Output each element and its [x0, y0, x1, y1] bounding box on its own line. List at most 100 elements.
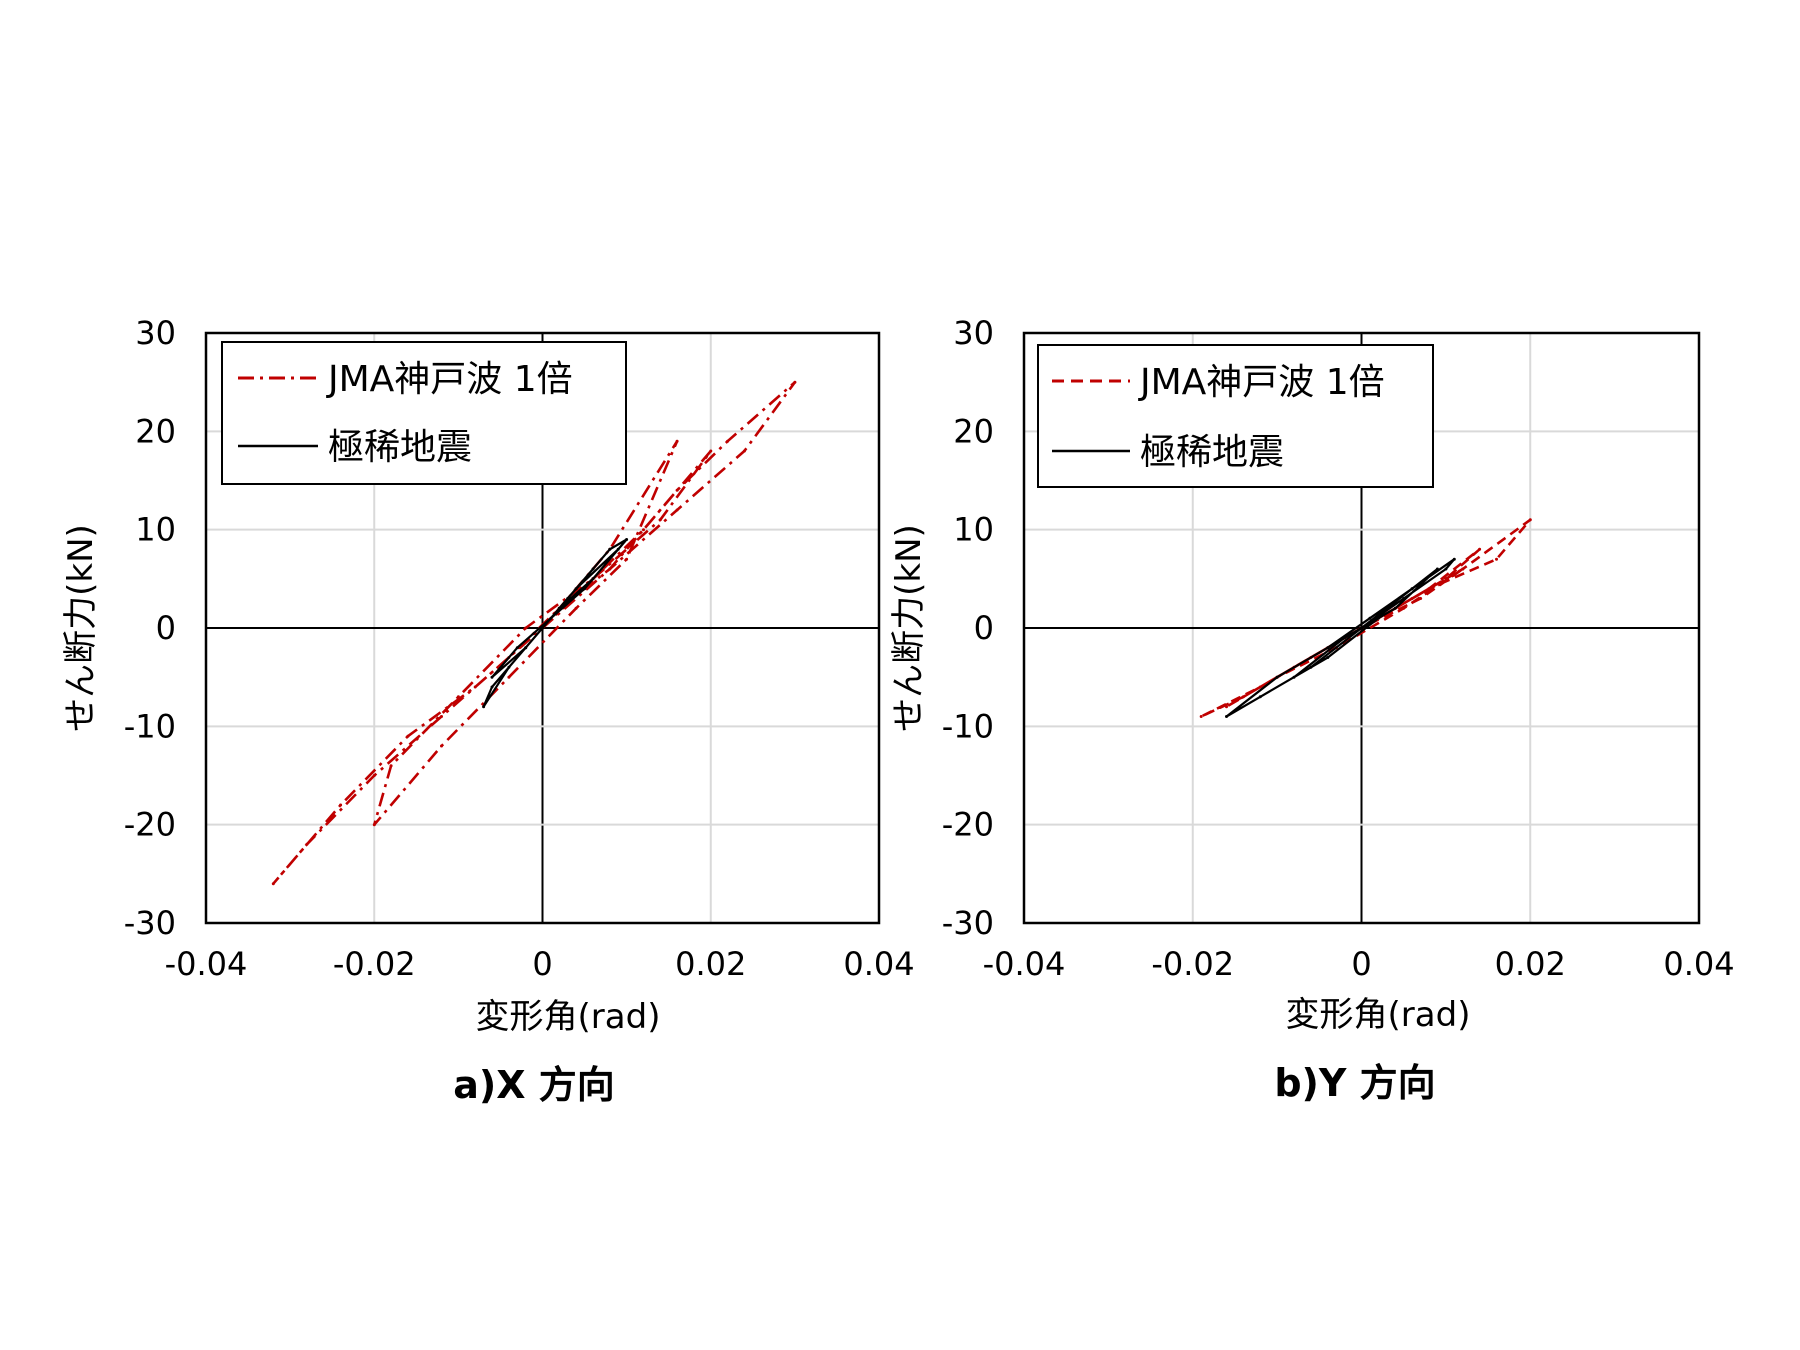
chart-b-series-rare-point	[1275, 675, 1279, 679]
chart-b-series-rare-point	[1258, 695, 1262, 699]
chart-a-series-kobe-point	[742, 449, 746, 453]
chart-a-series-kobe-point	[406, 734, 410, 738]
chart-b-legend-label-kobe: JMA神戸波 1倍	[1138, 362, 1385, 403]
chart-b-y-axis-title: せん断力(kN)	[889, 524, 929, 732]
chart-a-y-tick-label: -30	[124, 904, 176, 942]
chart-a-series-kobe-point	[675, 439, 679, 443]
chart-b-legend: JMA神戸波 1倍 極稀地震	[1037, 344, 1434, 488]
chart-a-legend-label-rare: 極稀地震	[328, 427, 472, 468]
chart-b-series-rare-point	[1435, 567, 1439, 571]
chart-a-y-tick-label: 30	[135, 314, 176, 352]
chart-b-caption: b)Y 方向	[1274, 1061, 1435, 1105]
chart-b-y-tick-label: 0	[974, 609, 994, 647]
chart-a-series-rare-point	[507, 665, 511, 669]
chart-a-caption: a)X 方向	[453, 1063, 615, 1107]
chart-b-y-tick-label: 20	[953, 412, 994, 450]
chart-a-series-kobe-point	[389, 764, 393, 768]
chart-a-y-tick-label: -20	[124, 806, 176, 844]
chart-b-y-tick-labels: 30 20 10 0 -10 -20 -30	[942, 314, 994, 942]
chart-a-series-kobe-line	[271, 380, 797, 886]
chart-a-series-kobe-point	[440, 715, 443, 718]
chart-b-plot	[1199, 518, 1532, 718]
chart-a-series-rare-point	[591, 577, 595, 581]
chart-b-series-rare-point	[1343, 636, 1347, 640]
chart-a-series-rare-point	[541, 626, 544, 630]
chart-a-series-rare-point	[557, 606, 561, 610]
chart-a-series-kobe-point	[456, 695, 460, 699]
chart-b-series-rare-point	[1225, 715, 1228, 718]
chart-a-series-rare-point	[490, 675, 494, 679]
chart-a-series-kobe-point	[642, 528, 645, 532]
chart-b-frame	[1022, 331, 1701, 925]
chart-b-y-tick-label: -30	[942, 904, 994, 942]
chart-b-series-kobe-point	[1258, 685, 1262, 689]
chart-a-y-tick-label: 10	[135, 511, 176, 549]
chart-b-series-rare-line	[1225, 558, 1456, 718]
chart-a-y-tick-label: -10	[124, 707, 176, 745]
chart-b-series-kobe-point	[1199, 715, 1203, 718]
chart-b-series-kobe-point	[1419, 597, 1423, 600]
chart-a-series-kobe-point	[709, 449, 713, 453]
chart-b-x-tick-labels: -0.04 -0.02 0 0.02 0.04	[983, 945, 1735, 983]
chart-a-series-kobe-point	[726, 439, 730, 443]
chart-a-series-kobe-point	[305, 842, 309, 846]
chart-a-series-kobe-point	[372, 823, 376, 827]
chart-a-series-rare-point	[574, 587, 578, 591]
chart-b-series-kobe-point	[1461, 567, 1465, 571]
chart-b-y-tick-label: 10	[953, 511, 994, 549]
chart-a-x-tick-label: 0	[532, 945, 552, 983]
chart-a-series-rare-point	[490, 685, 494, 689]
chart-a-frame	[204, 331, 881, 925]
chart-a-y-axis-title: せん断力(kN)	[61, 524, 101, 732]
chart-a-series-kobe-point	[339, 803, 343, 807]
chart-b-series-rare-point	[1410, 587, 1414, 591]
chart-b-x-tick-label: -0.04	[983, 945, 1066, 983]
chart-b-x-axis-title: 変形角(rad)	[1286, 995, 1471, 1035]
chart-b-y-tick-label: -20	[942, 806, 994, 844]
chart-a-series-rare-point	[616, 547, 620, 551]
chart-a-series-rare-point	[608, 547, 612, 551]
chart-a-series-kobe-point	[658, 518, 662, 522]
chart-a-y-tick-labels: 30 20 10 0 -10 -20 -30	[124, 314, 176, 942]
chart-b-series-rare-point	[1326, 646, 1330, 650]
chart-b-series-kobe-point	[1444, 577, 1448, 581]
chart-a-series-kobe-point	[675, 488, 679, 492]
chart-a-series-rare-point	[591, 567, 595, 571]
chart-b-x-tick-label: -0.02	[1151, 945, 1234, 983]
chart-a-x-tick-label: 0.02	[675, 945, 746, 983]
chart-a-x-tick-label: -0.04	[165, 945, 248, 983]
chart-a-x-tick-label: 0.04	[843, 945, 914, 983]
chart-a-plot	[271, 380, 797, 886]
chart-b-series-rare-point	[1368, 616, 1372, 620]
chart-a-series-kobe-point	[372, 774, 376, 777]
chart-b-legend-box	[1037, 344, 1434, 488]
chart-b-series-kobe-point	[1528, 518, 1532, 522]
chart-a-series-rare-line	[482, 538, 628, 708]
chart-a-series-kobe-point	[574, 606, 578, 610]
chart-a-series-rare-point	[549, 616, 553, 620]
chart-b-series-rare-point	[1376, 616, 1380, 620]
chart-a-series-kobe-point	[793, 380, 797, 384]
chart-b-series-kobe-point	[1225, 705, 1228, 709]
chart-a-series-rare-point	[566, 597, 570, 600]
chart-a-series-kobe-point	[608, 567, 612, 571]
chart-b-series-kobe-point	[1241, 695, 1245, 699]
chart-b-series-rare-point	[1292, 675, 1296, 679]
chart-a-series-kobe-point	[440, 744, 443, 748]
chart-b-series-rare-point	[1326, 656, 1330, 659]
chart-a-series-kobe-point	[473, 685, 477, 689]
chart-a-x-axis-title: 変形角(rad)	[476, 997, 661, 1037]
chart-b-series-rare-point	[1444, 567, 1448, 571]
chart-a-legend-box	[221, 341, 627, 485]
chart-b-series-kobe-point	[1410, 597, 1414, 600]
chart-a-series-rare-point	[515, 646, 519, 650]
chart-b-x-tick-label: 0.04	[1663, 945, 1734, 983]
chart-a-series-rare-point	[583, 587, 587, 591]
chart-a-series-rare-point	[625, 538, 629, 541]
chart-b-series-rare-point	[1452, 557, 1456, 561]
chart-b-series-kobe-point	[1495, 557, 1498, 561]
chart-a-legend-label-kobe: JMA神戸波 1倍	[326, 359, 573, 400]
chart-b-series-rare-point	[1309, 665, 1313, 669]
chart-b: -0.04 -0.02 0 0.02 0.04 30 20 10 0 -10 -20 -30 JMA…	[889, 314, 1735, 1105]
